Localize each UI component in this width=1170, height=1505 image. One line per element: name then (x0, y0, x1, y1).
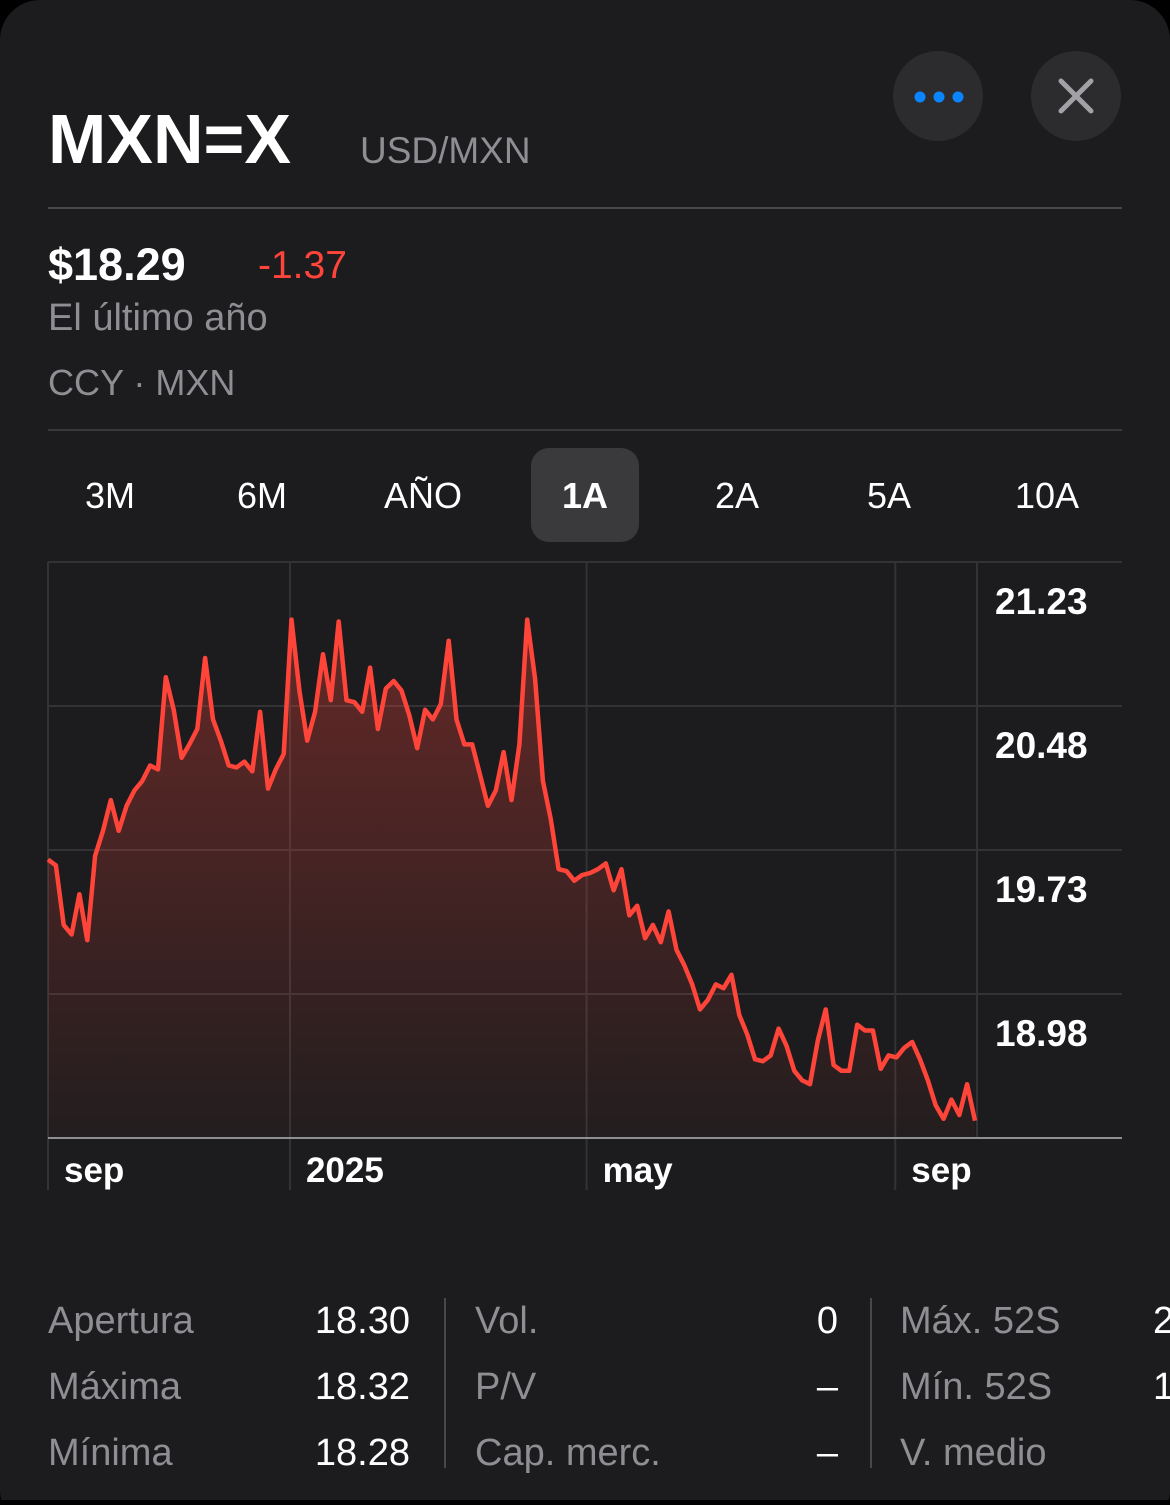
selected-tab-bg (531, 448, 639, 542)
range-tabs: 3M 6M AÑO 1A 2A 5A 10A (85, 448, 1079, 542)
stat-value: – (817, 1432, 839, 1474)
tab-label: 2A (715, 475, 759, 516)
stat-label: Vol. (475, 1300, 538, 1342)
y-tick-label: 20.48 (995, 725, 1088, 766)
more-button[interactable] (893, 51, 983, 141)
range-tab[interactable]: 10A (1015, 475, 1079, 516)
x-tick-label: 2025 (306, 1151, 384, 1190)
tab-label: 10A (1015, 475, 1079, 516)
stat-label: Mínima (48, 1432, 173, 1474)
y-tick-label: 19.73 (995, 869, 1088, 910)
range-tab[interactable]: 3M (85, 475, 135, 516)
stat-value: 18.28 (315, 1432, 410, 1474)
stat-value: 18.30 (315, 1300, 410, 1342)
stat-label: Máxima (48, 1366, 182, 1408)
stat-label: Mín. 52S (900, 1366, 1052, 1408)
range-tab[interactable]: 2A (715, 475, 759, 516)
x-tick-label: sep (911, 1151, 971, 1190)
stat-value: 0 (817, 1300, 838, 1342)
range-tab[interactable]: 6M (237, 475, 287, 516)
x-tick-label: sep (64, 1151, 124, 1190)
pair-name: USD/MXN (360, 130, 531, 171)
area-fill (48, 619, 975, 1138)
tab-label: 6M (237, 475, 287, 516)
range-tab[interactable]: AÑO (384, 475, 462, 516)
range-tab[interactable]: 5A (867, 475, 911, 516)
close-icon (1058, 78, 1094, 114)
close-button[interactable] (1031, 51, 1121, 141)
stat-label: Máx. 52S (900, 1300, 1061, 1342)
range-tab[interactable]: 1A (531, 448, 639, 542)
stat-label: V. medio (900, 1432, 1046, 1474)
stat-value: – (817, 1366, 839, 1408)
tab-label: 3M (85, 475, 135, 516)
stat-value: 1 (1153, 1366, 1170, 1408)
price-chart: 21.23 20.48 19.73 18.98 sep 2025 may sep (46, 561, 1122, 1190)
y-tick-label: 18.98 (995, 1013, 1088, 1054)
tab-label: 1A (562, 475, 608, 516)
y-tick-label: 21.23 (995, 581, 1088, 622)
stat-label: Cap. merc. (475, 1432, 661, 1474)
stat-value: 18.32 (315, 1366, 410, 1408)
dot (914, 91, 926, 103)
change: -1.37 (258, 244, 347, 287)
dot (952, 91, 964, 103)
stat-label: Apertura (48, 1300, 195, 1342)
stat-label: P/V (475, 1366, 537, 1408)
dot (933, 91, 945, 103)
stat-value: 2 (1153, 1300, 1170, 1342)
x-tick-label: may (603, 1151, 674, 1190)
price: $18.29 (48, 239, 186, 290)
stats-table: Apertura 18.30 Vol. 0 Máx. 52S 2 Máxima 18.32 P/… (48, 1298, 1170, 1474)
tab-label: AÑO (384, 475, 462, 516)
tab-label: 5A (867, 475, 911, 516)
exchange: CCY · MXN (48, 362, 235, 403)
symbol: MXN=X (48, 100, 291, 178)
period: El último año (48, 297, 268, 339)
price-line (46, 617, 978, 1122)
